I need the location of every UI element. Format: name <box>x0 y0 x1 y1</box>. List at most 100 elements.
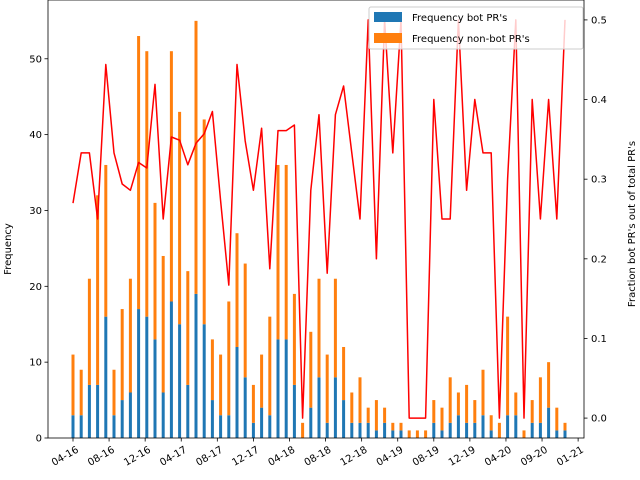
bar-bot <box>391 430 395 438</box>
bar-nonbot <box>547 362 551 408</box>
bar-nonbot <box>96 195 100 385</box>
bar-nonbot <box>260 354 264 408</box>
bar-nonbot <box>317 278 321 378</box>
bar-bot <box>563 430 567 438</box>
bar-bot <box>350 422 354 438</box>
bar-bot <box>145 316 149 438</box>
bar-bot <box>506 415 510 438</box>
bar-bot <box>104 316 108 438</box>
y-axis-label-right: Fraction bot PR's out of total PR's <box>627 141 638 307</box>
bar-nonbot <box>489 415 493 431</box>
bar-bot <box>161 392 165 438</box>
bar-bot <box>358 422 362 438</box>
bar-nonbot <box>210 339 214 401</box>
bar-nonbot <box>219 354 223 416</box>
bar-bot <box>342 400 346 438</box>
bar-nonbot <box>563 422 567 431</box>
y-tick-label-left: 10 <box>29 358 42 369</box>
bar-nonbot <box>440 407 444 431</box>
bar-bot <box>399 430 403 438</box>
bar-bot <box>202 324 206 438</box>
bar-bot <box>555 430 559 438</box>
bar-bot <box>251 422 255 438</box>
bar-nonbot <box>202 119 206 325</box>
legend-label-bot: Frequency bot PR's <box>412 13 507 24</box>
bar-nonbot <box>268 316 272 416</box>
bar-bot <box>309 407 313 438</box>
bar-bot <box>374 430 378 438</box>
bar-nonbot <box>325 354 329 423</box>
bar-bot <box>366 422 370 438</box>
y-tick-label-left: 50 <box>29 54 42 65</box>
bar-bot <box>260 407 264 438</box>
bar-bot <box>96 384 100 438</box>
bar-nonbot <box>120 309 124 401</box>
bar-bot <box>235 346 239 438</box>
fraction-line <box>72 19 566 419</box>
bar-bot <box>219 415 223 438</box>
bar-bot <box>432 422 436 438</box>
bar-bot <box>440 430 444 438</box>
y-tick-label-left: 30 <box>29 206 42 217</box>
bar-nonbot <box>424 430 428 438</box>
y-tick-label-left: 40 <box>29 130 42 141</box>
bar-nonbot <box>128 278 132 393</box>
bar-bot <box>137 309 141 438</box>
bar-nonbot <box>87 278 91 385</box>
bar-bot <box>120 400 124 438</box>
bar-bot <box>538 422 542 438</box>
legend-swatch-nonbot <box>374 33 402 43</box>
bar-nonbot <box>79 369 83 416</box>
fraction-line-group <box>72 19 566 419</box>
bar-nonbot <box>399 422 403 431</box>
bar-nonbot <box>350 392 354 423</box>
bar-nonbot <box>530 400 534 423</box>
bar-bot <box>178 324 182 438</box>
bar-nonbot <box>112 369 116 416</box>
y-tick-label-right: 0.5 <box>591 15 607 26</box>
bar-nonbot <box>104 164 108 317</box>
bar-bot <box>489 430 493 438</box>
bars-group <box>71 20 567 438</box>
bar-nonbot <box>506 316 510 416</box>
bar-nonbot <box>374 400 378 431</box>
bar-nonbot <box>71 354 75 416</box>
y-tick-label-right: 0.0 <box>591 414 607 425</box>
bar-bot <box>186 384 190 438</box>
bar-bot <box>169 301 173 438</box>
bar-nonbot <box>497 422 501 438</box>
bar-nonbot <box>465 384 469 423</box>
bar-nonbot <box>186 271 190 385</box>
bar-bot <box>325 422 329 438</box>
bar-bot <box>547 407 551 438</box>
bar-nonbot <box>415 430 419 438</box>
bar-nonbot <box>178 111 182 325</box>
bar-nonbot <box>309 331 313 408</box>
bar-nonbot <box>169 51 173 302</box>
bar-nonbot <box>276 164 280 340</box>
bar-nonbot <box>432 400 436 423</box>
bar-nonbot <box>448 377 452 423</box>
bar-bot <box>87 384 91 438</box>
bar-bot <box>465 422 469 438</box>
bar-nonbot <box>194 20 198 294</box>
legend-box <box>368 6 584 50</box>
y-axis-label-left: Frequency <box>3 223 14 275</box>
y-tick-label-left: 20 <box>29 282 42 293</box>
bar-nonbot <box>383 407 387 423</box>
y-tick-label-right: 0.2 <box>591 254 607 265</box>
bar-nonbot <box>333 278 337 378</box>
bar-nonbot <box>161 255 165 393</box>
plot-frame <box>47 0 585 439</box>
y-tick-label-right: 0.3 <box>591 175 607 186</box>
legend: Frequency bot PR's Frequency non-bot PR'… <box>368 6 584 50</box>
bar-nonbot <box>137 36 141 310</box>
bar-bot <box>473 422 477 438</box>
bar-bot <box>514 415 518 438</box>
bar-bot <box>227 415 231 438</box>
bar-bot <box>71 415 75 438</box>
y-tick-label-right: 0.4 <box>591 95 607 106</box>
bar-bot <box>268 415 272 438</box>
bar-bot <box>194 293 198 438</box>
